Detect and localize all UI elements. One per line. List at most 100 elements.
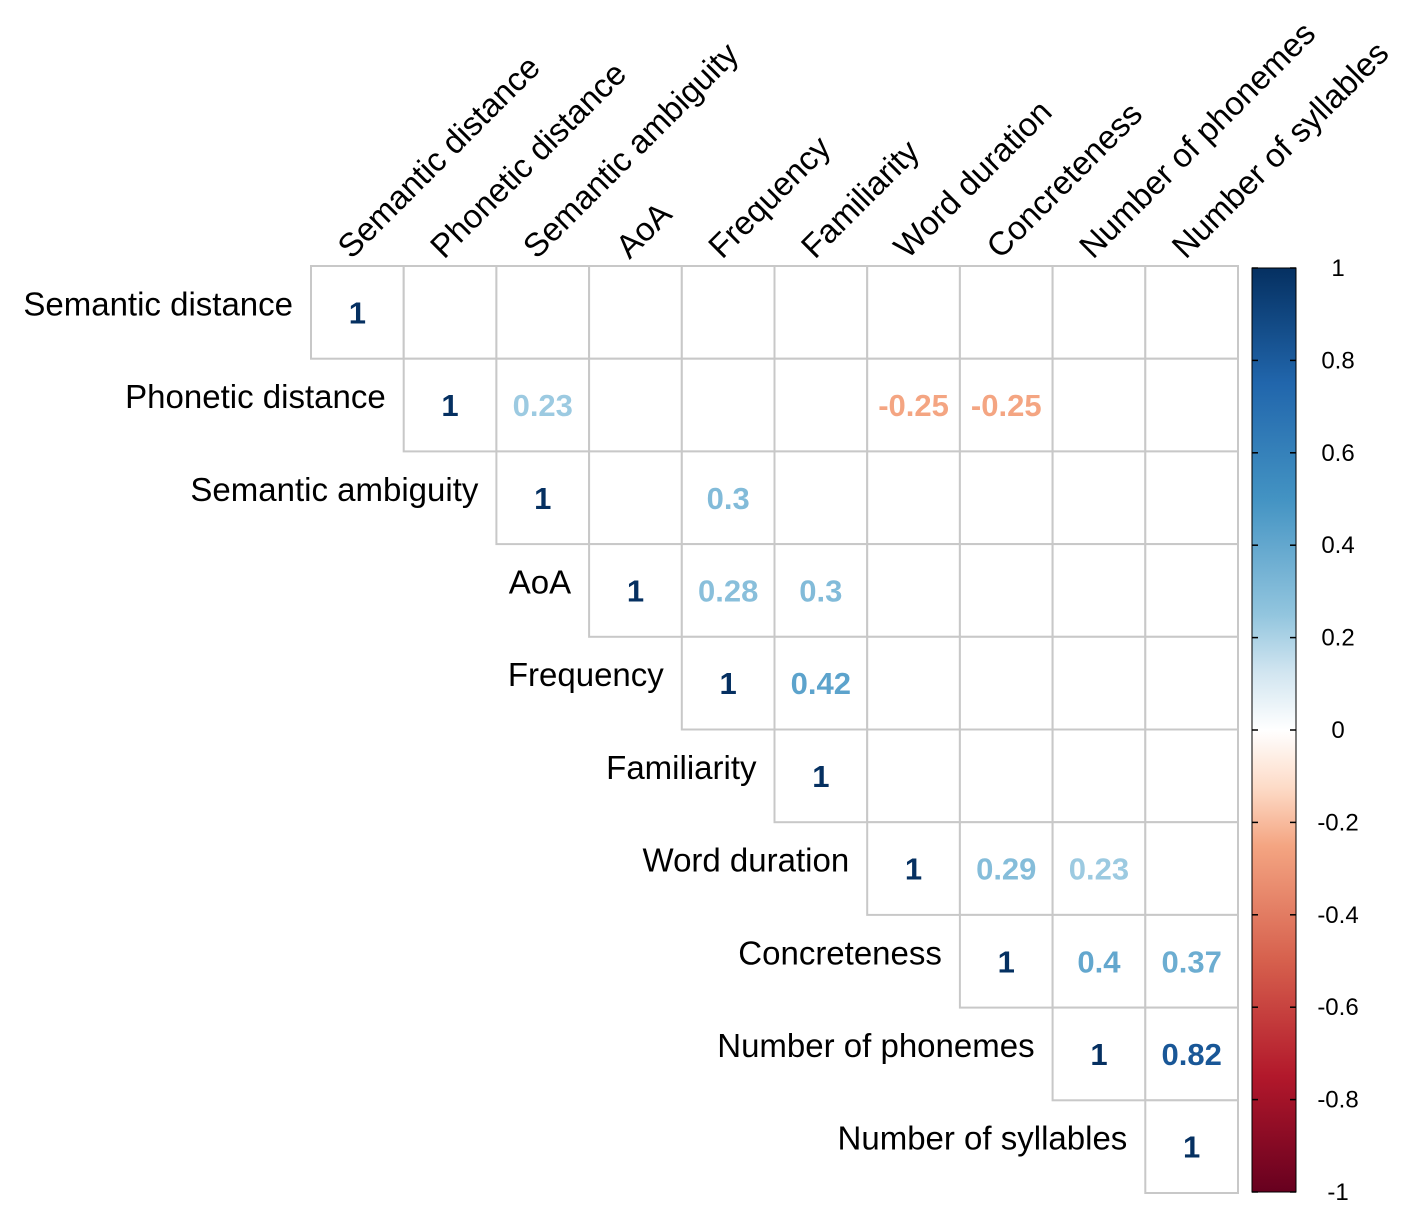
matrix-cell-r8-c8 [1051, 1006, 1147, 1102]
cell-value-r3-c5: 0.3 [799, 573, 842, 608]
matrix-cell-r6-c6 [866, 821, 961, 916]
cell-value-r1-c7: -0.25 [971, 388, 1042, 423]
matrix-cell-r0-c1 [402, 265, 498, 360]
matrix-cell-r2-c8 [1051, 450, 1147, 546]
matrix-cell-r1-c3 [588, 357, 683, 453]
colorbar-tick-label: 0.6 [1321, 440, 1354, 467]
colorbar-tick-label: -0.2 [1317, 809, 1358, 836]
matrix-cell-r2-c9 [1144, 450, 1240, 546]
matrix-cell-r4-c8 [1051, 635, 1147, 731]
matrix-cell-r2-c5 [773, 450, 869, 546]
colorbar-ticks: 1 0.8 0.6 0.4 0.2 0 -0.2 -0.4 -0.6 -0.8 -1 [1252, 255, 1359, 1206]
column-label: AoA [608, 195, 678, 265]
matrix-cell-r4-c5 [773, 635, 869, 731]
column-label: Word duration [886, 93, 1058, 265]
colorbar-tick-label: 0.2 [1321, 625, 1354, 652]
cell-value-r6-c7: 0.29 [976, 852, 1036, 887]
matrix-cell-r1-c5 [773, 357, 869, 453]
matrix-cell-r2-c2 [495, 450, 591, 546]
cell-value-r7-c7: 1 [998, 944, 1015, 979]
matrix-cell-r0-c7 [958, 265, 1054, 360]
row-labels: Semantic distance Phonetic distance Semant… [23, 285, 1127, 1156]
matrix-cell-r3-c6 [866, 543, 961, 638]
matrix-cell-r0-c5 [773, 265, 869, 360]
matrix-cell-r5-c9 [1144, 728, 1240, 824]
row-label: Phonetic distance [125, 378, 386, 415]
cell-value-r8-c9: 0.82 [1161, 1037, 1221, 1072]
matrix-cell-r1-c2 [495, 357, 591, 453]
matrix-cell-r5-c6 [866, 728, 961, 824]
matrix-cell-r0-c2 [495, 265, 591, 360]
cell-value-r2-c2: 1 [534, 481, 551, 516]
matrix-cell-r5-c8 [1051, 728, 1147, 824]
matrix-cell-r0-c3 [588, 265, 683, 360]
matrix-cell-r3-c4 [680, 543, 776, 638]
cell-value-r6-c6: 1 [905, 852, 922, 887]
cell-value-r0-c0: 1 [349, 295, 366, 330]
cell-value-r7-c8: 0.4 [1077, 944, 1121, 979]
row-label: Number of phonemes [717, 1027, 1034, 1064]
matrix-cell-r6-c9 [1144, 821, 1240, 916]
matrix-cell-r3-c7 [958, 543, 1054, 638]
colorbar: 1 0.8 0.6 0.4 0.2 0 -0.2 -0.4 -0.6 -0.8 -1 [1251, 255, 1359, 1206]
colorbar-tick-label: 0 [1331, 717, 1344, 744]
cell-value-r9-c9: 1 [1183, 1130, 1200, 1165]
colorbar-tick-label: 0.4 [1321, 532, 1354, 559]
cell-value-r3-c4: 0.28 [698, 573, 758, 608]
matrix-cell-r2-c4 [680, 450, 776, 546]
colorbar-tick-label: -1 [1327, 1179, 1348, 1206]
colorbar-tick-label: 0.8 [1321, 347, 1354, 374]
matrix-cell-r0-c6 [866, 265, 961, 360]
matrix-cell-r1-c4 [680, 357, 776, 453]
matrix-cell-r5-c5 [773, 728, 869, 824]
colorbar-gradient [1251, 267, 1297, 1193]
colorbar-tick-label: -0.8 [1317, 1087, 1358, 1114]
row-label: AoA [509, 563, 571, 600]
matrix-cell-r2-c3 [588, 450, 683, 546]
matrix-cell-r6-c8 [1051, 821, 1147, 916]
matrix-cell-r4-c6 [866, 635, 961, 731]
matrix-cell-r3-c3 [588, 543, 683, 638]
matrix-cell-r3-c9 [1144, 543, 1240, 638]
colorbar-tick-label: 1 [1331, 255, 1344, 282]
cell-value-r4-c4: 1 [720, 666, 737, 701]
cell-value-r3-c3: 1 [627, 573, 644, 608]
cell-value-r4-c5: 0.42 [791, 666, 851, 701]
matrix-cell-r7-c8 [1051, 913, 1147, 1009]
row-label: Frequency [508, 656, 664, 693]
matrix-grid [310, 265, 1240, 1195]
matrix-cell-r0-c0 [310, 265, 405, 360]
row-label: Semantic distance [23, 285, 293, 322]
cell-value-r5-c5: 1 [812, 759, 829, 794]
row-label: Number of syllables [838, 1120, 1128, 1157]
cell-value-r1-c2: 0.23 [513, 388, 573, 423]
cell-value-r1-c1: 1 [441, 388, 458, 423]
matrix-cell-r3-c8 [1051, 543, 1147, 638]
matrix-cell-r5-c7 [958, 728, 1054, 824]
row-label: Concreteness [738, 934, 942, 971]
matrix-cell-r1-c6 [866, 357, 961, 453]
row-label: Word duration [643, 842, 850, 879]
matrix-cell-r1-c9 [1144, 357, 1240, 453]
matrix-cell-r9-c9 [1144, 1099, 1240, 1195]
cell-value-r2-c4: 0.3 [707, 481, 750, 516]
matrix-cell-r2-c6 [866, 450, 961, 546]
matrix-values: 1 1 0.23 -0.25 -0.25 1 0.3 1 0.28 0.3 1 0.42 1 1 0.29 0… [349, 295, 1222, 1164]
cell-value-r1-c6: -0.25 [878, 388, 949, 423]
matrix-cell-r7-c7 [958, 913, 1054, 1009]
cell-value-r8-c8: 1 [1090, 1037, 1107, 1072]
row-label: Familiarity [606, 749, 757, 786]
cell-value-r7-c9: 0.37 [1161, 944, 1221, 979]
matrix-cell-r0-c9 [1144, 265, 1240, 360]
matrix-cell-r7-c9 [1144, 913, 1240, 1009]
matrix-cell-r4-c9 [1144, 635, 1240, 731]
colorbar-tick-label: -0.6 [1317, 994, 1358, 1021]
matrix-cell-r0-c4 [680, 265, 776, 360]
matrix-cell-r0-c8 [1051, 265, 1147, 360]
cell-value-r6-c8: 0.23 [1069, 852, 1129, 887]
matrix-cell-r4-c7 [958, 635, 1054, 731]
colorbar-tick-label: -0.4 [1317, 902, 1358, 929]
matrix-cell-r8-c9 [1144, 1006, 1240, 1102]
